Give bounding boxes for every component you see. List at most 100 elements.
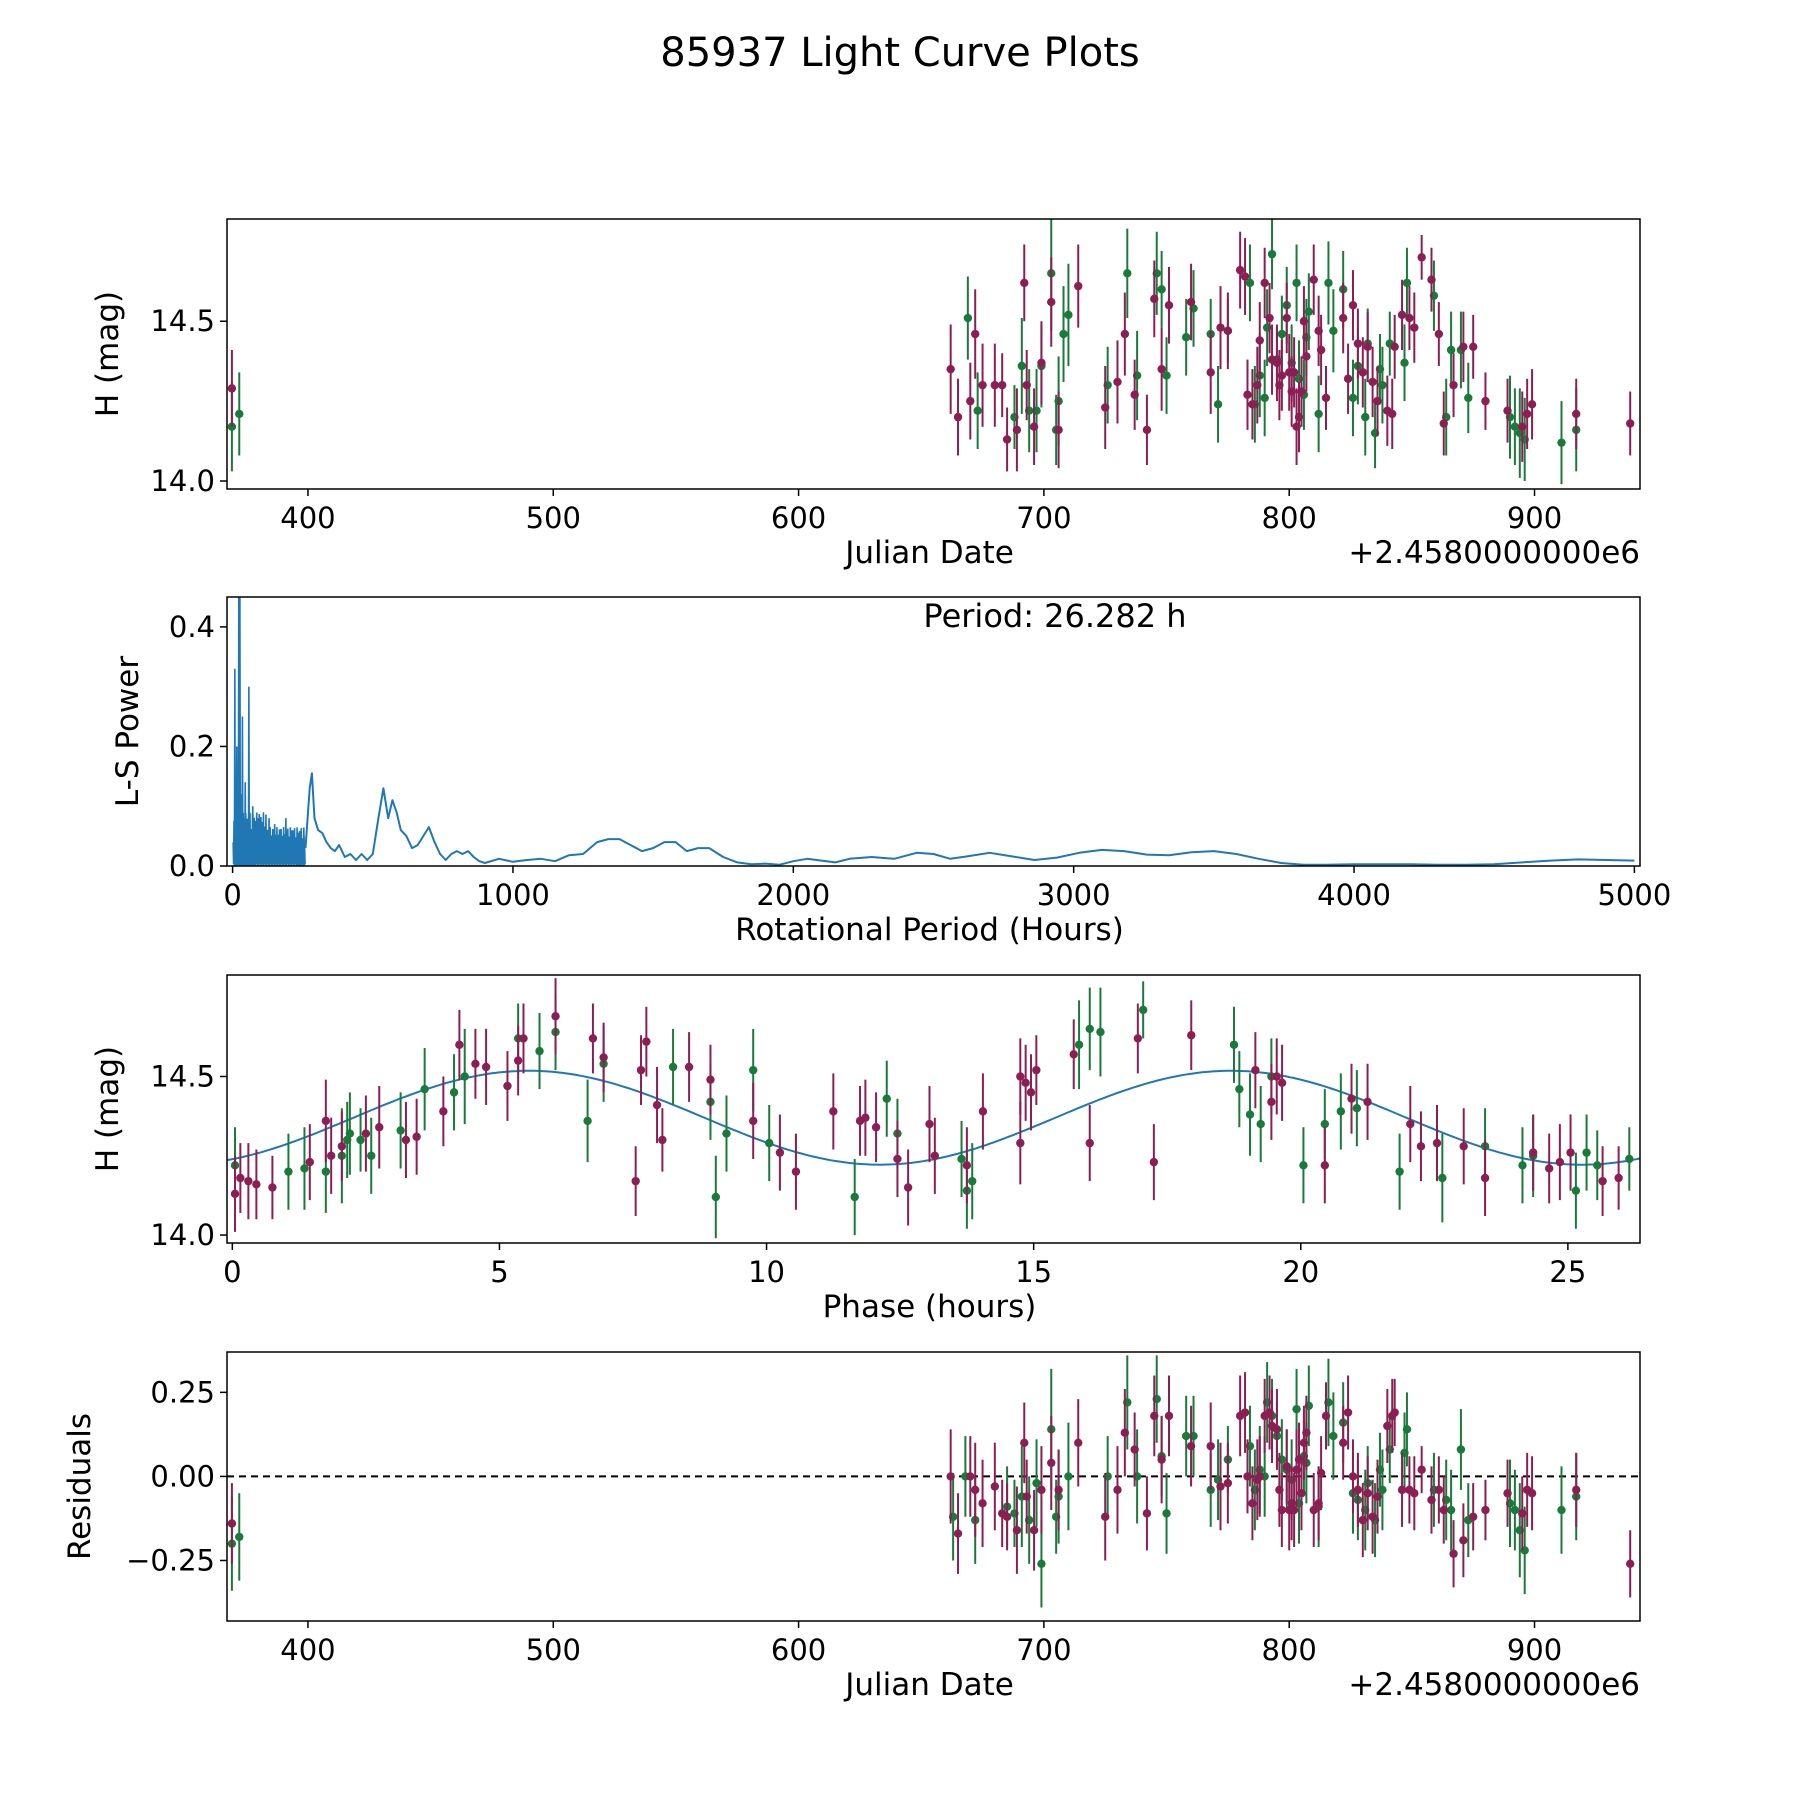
x-tick-label: 2000 bbox=[756, 878, 830, 912]
data-point bbox=[1017, 361, 1027, 371]
data-point bbox=[1468, 1512, 1478, 1521]
data-point bbox=[1265, 313, 1274, 323]
data-point bbox=[1572, 1485, 1581, 1495]
data-point bbox=[321, 1116, 331, 1126]
data-point bbox=[711, 1192, 721, 1202]
data-point bbox=[326, 1151, 336, 1160]
data-point bbox=[882, 1094, 891, 1103]
data-point bbox=[449, 1088, 459, 1097]
x-offset-label: +2.4580000000e6 bbox=[1348, 535, 1640, 571]
x-axis-label: Julian Date bbox=[843, 1667, 1014, 1703]
data-point bbox=[1120, 329, 1130, 339]
data-point bbox=[1459, 342, 1468, 352]
data-point bbox=[658, 1135, 667, 1145]
data-point bbox=[1338, 1438, 1348, 1447]
x-tick-label: 900 bbox=[1507, 501, 1562, 535]
data-point bbox=[519, 1034, 528, 1043]
data-point bbox=[1518, 422, 1527, 431]
data-point bbox=[1625, 1154, 1634, 1164]
data-point bbox=[1459, 1536, 1468, 1545]
data-point bbox=[1427, 1495, 1436, 1505]
data-point bbox=[1481, 396, 1490, 406]
power-curve bbox=[304, 772, 1635, 866]
x-tick-label: 500 bbox=[526, 1633, 581, 1667]
data-point bbox=[706, 1075, 715, 1084]
data-point bbox=[749, 1116, 758, 1126]
data-point bbox=[1358, 1515, 1367, 1525]
data-point bbox=[420, 1084, 429, 1094]
data-point bbox=[1216, 1482, 1225, 1491]
data-point bbox=[471, 1059, 480, 1069]
data-point bbox=[1625, 419, 1635, 428]
data-point bbox=[1405, 313, 1414, 323]
data-point bbox=[252, 1180, 261, 1189]
x-axis-label: Julian Date bbox=[843, 535, 1014, 571]
data-point bbox=[1255, 1472, 1264, 1481]
data-point bbox=[1439, 1505, 1448, 1515]
timeseries-panel: 400 500 600 700 800 900 14.0 14.5 Julian Date H (… bbox=[90, 218, 1641, 571]
data-point bbox=[636, 1065, 646, 1075]
data-point bbox=[1614, 1173, 1623, 1183]
data-point bbox=[1557, 438, 1566, 447]
y-tick-label: 14.5 bbox=[150, 1059, 215, 1093]
data-point bbox=[1402, 278, 1412, 288]
y-tick-label: 0.0 bbox=[169, 849, 215, 883]
data-point bbox=[1029, 422, 1039, 431]
data-point bbox=[227, 1519, 237, 1528]
data-point bbox=[966, 1472, 975, 1481]
data-point bbox=[1309, 275, 1318, 284]
data-point bbox=[1149, 1157, 1159, 1167]
data-point bbox=[1343, 1408, 1353, 1417]
data-point bbox=[1410, 323, 1419, 332]
y-tick-label: 0.00 bbox=[150, 1459, 215, 1493]
x-tick-label: 700 bbox=[1016, 501, 1071, 535]
y-tick-label: 14.0 bbox=[150, 464, 215, 498]
x-tick-label: 15 bbox=[1015, 1255, 1052, 1289]
data-point bbox=[1255, 336, 1264, 345]
data-point bbox=[1120, 1428, 1130, 1437]
data-point bbox=[1383, 1421, 1392, 1431]
data-point bbox=[1434, 329, 1444, 339]
data-point bbox=[1150, 1411, 1159, 1421]
x-tick-label: 900 bbox=[1507, 1633, 1562, 1667]
data-point bbox=[1324, 278, 1333, 288]
data-point bbox=[1363, 1097, 1372, 1107]
data-point bbox=[1361, 412, 1370, 422]
data-point bbox=[1047, 1458, 1056, 1468]
data-point bbox=[455, 1040, 464, 1049]
data-point bbox=[1277, 329, 1287, 339]
data-point bbox=[1054, 1485, 1063, 1495]
data-point bbox=[1260, 278, 1269, 288]
data-point bbox=[1292, 1404, 1301, 1414]
data-point bbox=[1363, 1489, 1372, 1498]
data-point bbox=[1449, 380, 1458, 390]
data-point bbox=[1348, 1472, 1358, 1481]
data-point bbox=[1267, 1097, 1276, 1107]
data-point bbox=[1267, 249, 1277, 259]
data-point bbox=[1439, 419, 1448, 428]
data-point bbox=[1390, 342, 1399, 352]
data-point bbox=[749, 1065, 758, 1075]
data-point bbox=[1074, 281, 1083, 291]
data-point bbox=[1251, 1065, 1260, 1075]
data-point bbox=[1074, 1040, 1084, 1049]
data-point bbox=[1368, 377, 1377, 387]
data-point bbox=[1297, 1489, 1306, 1498]
data-point bbox=[1503, 406, 1512, 415]
data-point bbox=[1181, 333, 1191, 342]
data-point bbox=[946, 364, 955, 374]
data-point bbox=[1299, 1161, 1308, 1170]
data-point bbox=[963, 313, 973, 323]
data-point bbox=[1449, 1549, 1458, 1558]
data-point bbox=[1348, 301, 1358, 310]
data-point bbox=[1256, 1119, 1265, 1129]
phase-frame bbox=[226, 974, 1641, 1244]
data-point bbox=[1206, 368, 1215, 377]
data-point bbox=[1353, 1485, 1363, 1495]
x-tick-label: 25 bbox=[1549, 1255, 1586, 1289]
purple-points bbox=[230, 978, 1623, 1232]
data-point bbox=[583, 1116, 592, 1126]
x-tick-label: 10 bbox=[748, 1255, 785, 1289]
data-point bbox=[1292, 278, 1301, 288]
data-point bbox=[978, 1107, 988, 1116]
